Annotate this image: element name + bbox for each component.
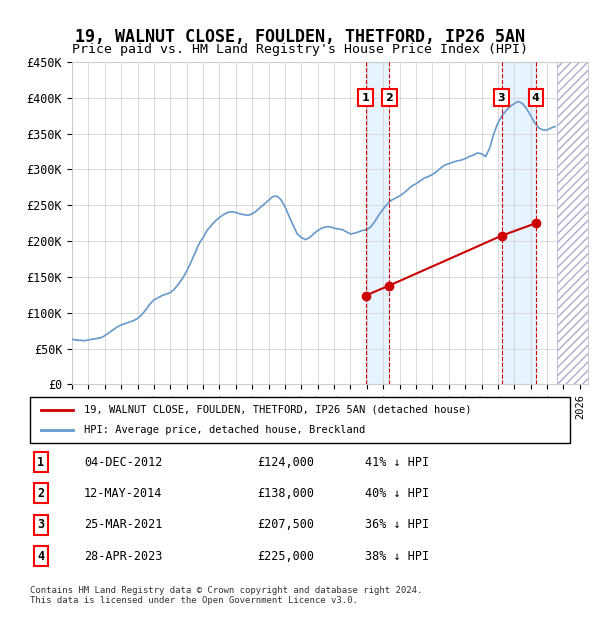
- Bar: [557, 62, 588, 384]
- Text: 19, WALNUT CLOSE, FOULDEN, THETFORD, IP26 5AN: 19, WALNUT CLOSE, FOULDEN, THETFORD, IP2…: [75, 28, 525, 46]
- Bar: [502, 62, 536, 384]
- Text: 04-DEC-2012: 04-DEC-2012: [84, 456, 163, 469]
- Bar: [557, 62, 588, 384]
- Text: 2: 2: [385, 93, 393, 103]
- Text: 25-MAR-2021: 25-MAR-2021: [84, 518, 163, 531]
- Text: £225,000: £225,000: [257, 549, 314, 562]
- Text: Price paid vs. HM Land Registry's House Price Index (HPI): Price paid vs. HM Land Registry's House …: [72, 43, 528, 56]
- Text: 4: 4: [532, 93, 540, 103]
- Text: 36% ↓ HPI: 36% ↓ HPI: [365, 518, 429, 531]
- Text: £207,500: £207,500: [257, 518, 314, 531]
- Text: 1: 1: [37, 456, 44, 469]
- Text: 3: 3: [497, 93, 505, 103]
- Text: £138,000: £138,000: [257, 487, 314, 500]
- Text: 3: 3: [37, 518, 44, 531]
- Text: HPI: Average price, detached house, Breckland: HPI: Average price, detached house, Brec…: [84, 425, 365, 435]
- Text: 28-APR-2023: 28-APR-2023: [84, 549, 163, 562]
- Text: 1: 1: [362, 93, 370, 103]
- Text: 19, WALNUT CLOSE, FOULDEN, THETFORD, IP26 5AN (detached house): 19, WALNUT CLOSE, FOULDEN, THETFORD, IP2…: [84, 405, 472, 415]
- Text: 2: 2: [37, 487, 44, 500]
- FancyBboxPatch shape: [30, 397, 570, 443]
- Bar: [365, 62, 389, 384]
- Text: 12-MAY-2014: 12-MAY-2014: [84, 487, 163, 500]
- Text: Contains HM Land Registry data © Crown copyright and database right 2024.
This d: Contains HM Land Registry data © Crown c…: [30, 586, 422, 605]
- Text: 38% ↓ HPI: 38% ↓ HPI: [365, 549, 429, 562]
- Text: 40% ↓ HPI: 40% ↓ HPI: [365, 487, 429, 500]
- Text: 41% ↓ HPI: 41% ↓ HPI: [365, 456, 429, 469]
- Text: £124,000: £124,000: [257, 456, 314, 469]
- Text: 4: 4: [37, 549, 44, 562]
